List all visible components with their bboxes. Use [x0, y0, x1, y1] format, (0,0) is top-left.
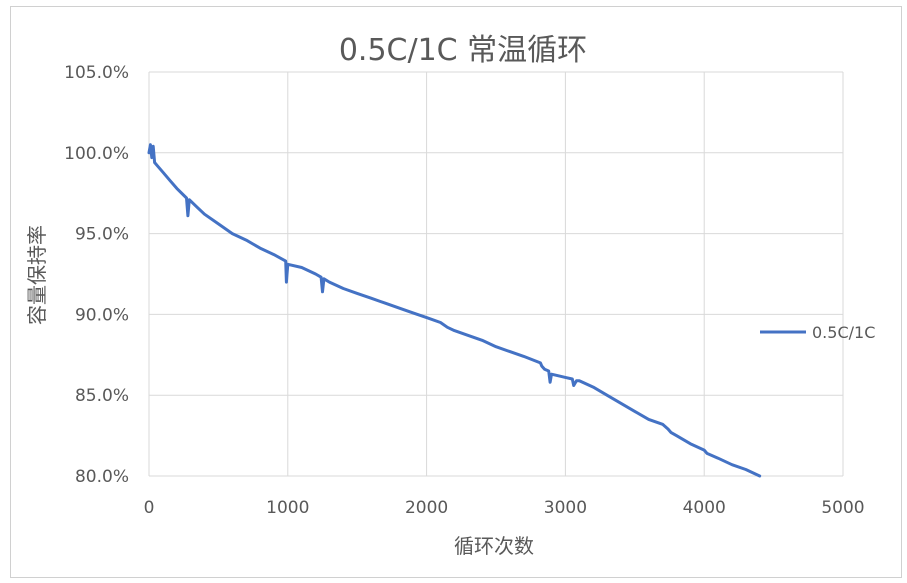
- x-axis-label: 循环次数: [454, 534, 534, 558]
- legend-label: 0.5C/1C: [812, 323, 875, 342]
- legend: 0.5C/1C: [760, 323, 875, 342]
- x-tick-label: 0: [144, 498, 155, 518]
- grid-lines: [148, 71, 844, 477]
- series-group: [147, 143, 762, 478]
- x-tick-label: 1000: [266, 498, 309, 518]
- x-tick-label: 2000: [405, 498, 448, 518]
- y-tick-label: 105.0%: [64, 63, 129, 83]
- x-tick-labels: 0 1000 2000 3000 4000 5000: [144, 498, 865, 518]
- y-tick-label: 90.0%: [75, 305, 129, 325]
- y-tick-label: 100.0%: [64, 144, 129, 164]
- y-tick-label: 85.0%: [75, 386, 129, 406]
- x-tick-label: 4000: [683, 498, 726, 518]
- series-line: [147, 143, 762, 478]
- x-tick-label: 3000: [544, 498, 587, 518]
- y-tick-label: 95.0%: [75, 225, 129, 245]
- x-tick-label: 5000: [821, 498, 864, 518]
- y-axis-label: 容量保持率: [25, 225, 49, 325]
- chart-title: 0.5C/1C 常温循环: [339, 33, 587, 68]
- y-tick-label: 80.0%: [75, 467, 129, 487]
- chart-frame: [10, 6, 902, 578]
- y-tick-labels: 80.0% 85.0% 90.0% 95.0% 100.0% 105.0%: [64, 63, 129, 487]
